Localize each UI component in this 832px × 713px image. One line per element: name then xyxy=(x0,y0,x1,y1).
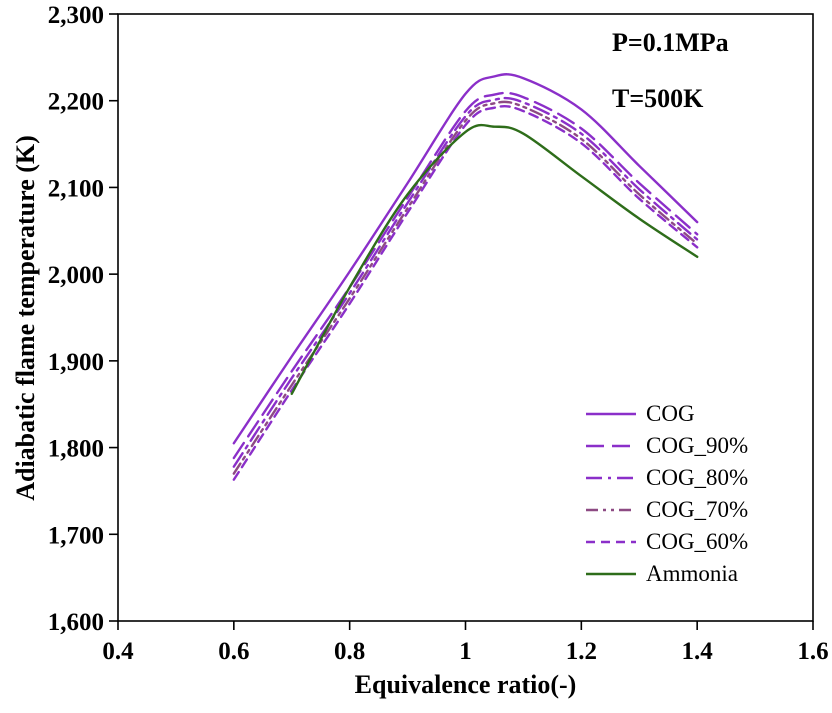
svg-text:1: 1 xyxy=(459,638,472,665)
svg-text:1.6: 1.6 xyxy=(797,638,828,665)
legend-line-sample xyxy=(586,566,636,582)
svg-text:0.8: 0.8 xyxy=(334,638,365,665)
legend-label: COG_70% xyxy=(646,497,749,522)
svg-text:1,900: 1,900 xyxy=(48,349,104,376)
svg-text:0.6: 0.6 xyxy=(218,638,249,665)
legend-item: Ammonia xyxy=(586,558,748,590)
legend-label: COG_60% xyxy=(646,529,749,554)
svg-text:2,100: 2,100 xyxy=(48,175,104,202)
svg-text:1,800: 1,800 xyxy=(48,436,104,463)
legend-item: COG_60% xyxy=(586,526,748,558)
svg-text:0.4: 0.4 xyxy=(102,638,134,665)
legend-label: Ammonia xyxy=(646,561,738,586)
x-axis-title: Equivalence ratio(-) xyxy=(354,670,577,699)
legend-label: COG_90% xyxy=(646,433,749,458)
legend-line-sample xyxy=(586,406,636,422)
legend-line-sample xyxy=(586,534,636,550)
legend-item: COG_90% xyxy=(586,430,748,462)
svg-text:2,000: 2,000 xyxy=(48,262,104,289)
legend-label: COG xyxy=(646,401,695,426)
svg-text:1.4: 1.4 xyxy=(682,638,714,665)
legend-line-sample xyxy=(586,470,636,486)
legend-item: COG_70% xyxy=(586,494,748,526)
annotation-temperature: T=500K xyxy=(612,84,704,113)
legend-line-sample xyxy=(586,438,636,454)
y-axis-title: Adiabatic flame temperature (K) xyxy=(11,135,40,501)
svg-text:1,700: 1,700 xyxy=(48,522,104,549)
svg-text:1,600: 1,600 xyxy=(48,609,104,636)
svg-text:2,300: 2,300 xyxy=(48,2,104,29)
svg-text:1.2: 1.2 xyxy=(566,638,597,665)
annotation-pressure: P=0.1MPa xyxy=(612,28,729,57)
legend-item: COG xyxy=(586,398,748,430)
legend-item: COG_80% xyxy=(586,462,748,494)
legend-line-sample xyxy=(586,502,636,518)
legend: COG COG_90% COG_80% COG_70% COG_60% Ammo… xyxy=(586,398,748,590)
legend-label: COG_80% xyxy=(646,465,749,490)
svg-text:2,200: 2,200 xyxy=(48,89,104,116)
